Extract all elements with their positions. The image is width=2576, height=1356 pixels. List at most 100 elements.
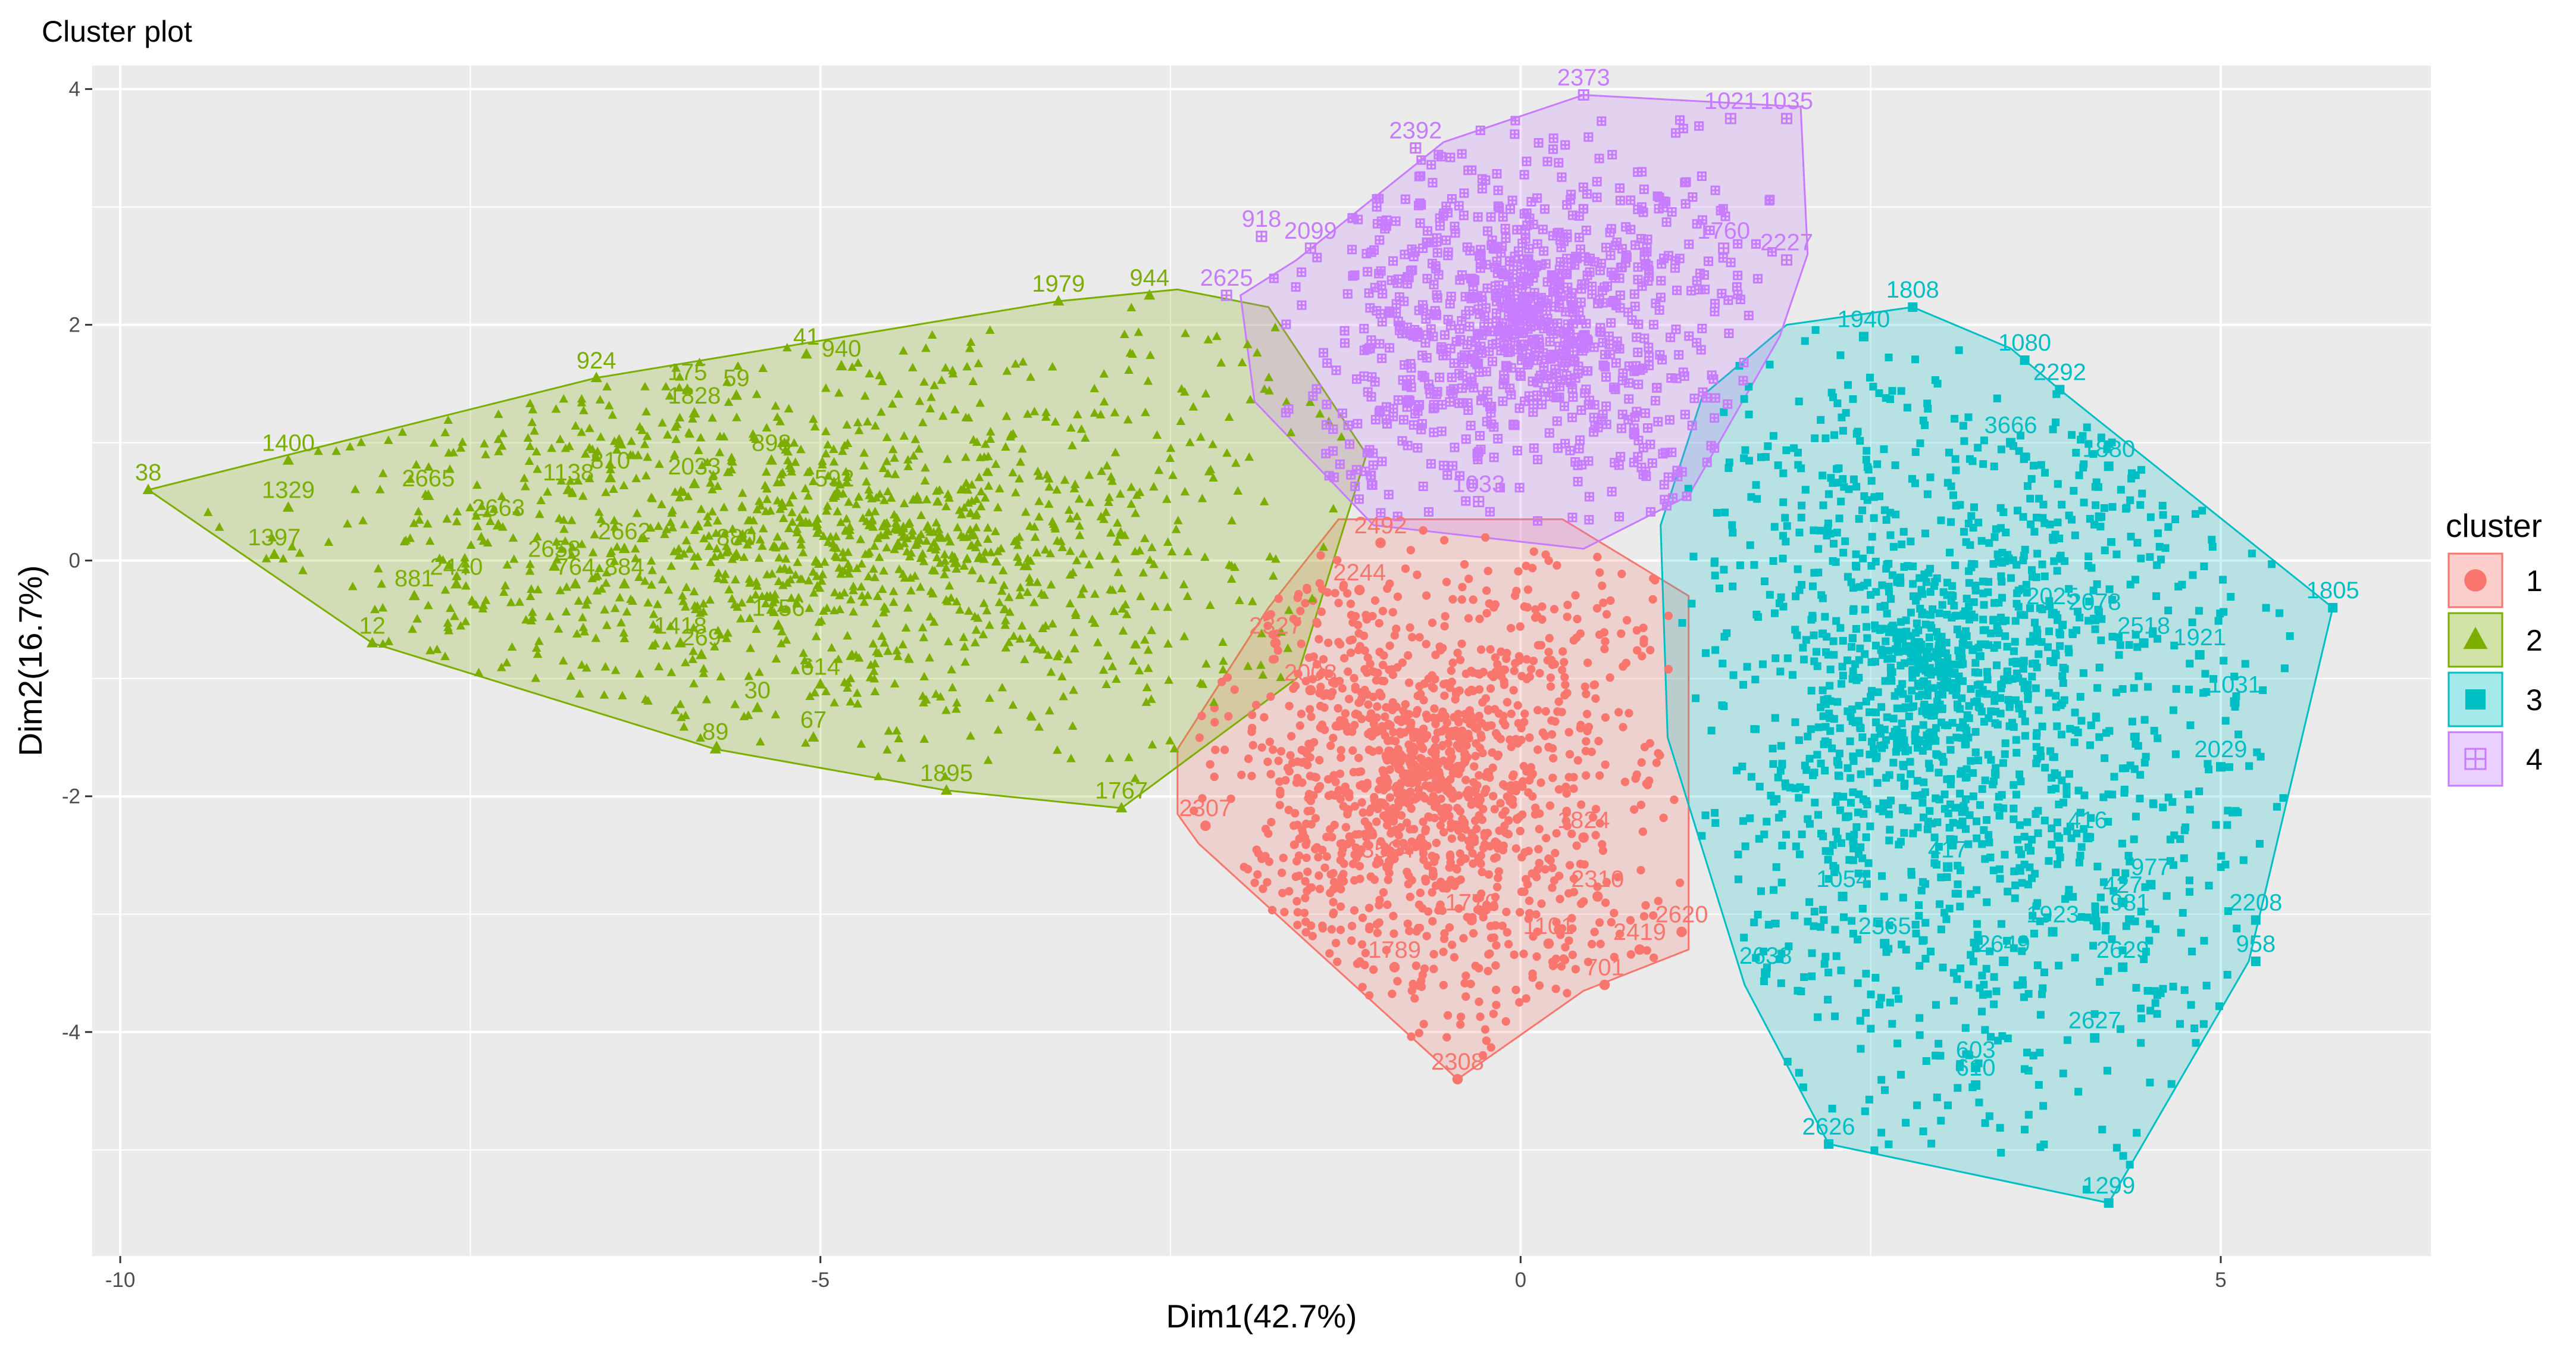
cluster-2-point bbox=[1124, 752, 1134, 761]
cluster-3-point bbox=[1997, 920, 2005, 928]
cluster-3-point bbox=[2003, 668, 2011, 677]
cluster-1-point bbox=[1456, 1013, 1466, 1021]
cluster-2-point bbox=[618, 691, 627, 699]
cluster-3-point bbox=[2199, 1020, 2208, 1028]
cluster-3-point bbox=[1813, 751, 1821, 759]
cluster-2-point bbox=[976, 573, 985, 583]
cluster-1-point bbox=[1320, 703, 1329, 712]
cluster-1-point bbox=[1336, 926, 1345, 935]
cluster-1-point bbox=[1247, 710, 1257, 720]
cluster-1-point bbox=[1557, 708, 1566, 717]
cluster-3-point bbox=[2176, 835, 2184, 843]
cluster-2-point bbox=[680, 520, 690, 529]
cluster-1-point bbox=[1355, 861, 1364, 871]
cluster-2-point bbox=[1248, 596, 1257, 605]
cluster-2-point bbox=[879, 495, 889, 504]
cluster-3-point bbox=[1985, 831, 1993, 839]
cluster-1-point bbox=[1494, 873, 1503, 882]
cluster-1-point bbox=[1428, 870, 1438, 879]
cluster-2-point bbox=[1104, 497, 1113, 506]
cluster-2-point bbox=[796, 540, 806, 549]
cluster-2-point bbox=[525, 566, 535, 575]
cluster-2-point bbox=[609, 484, 618, 493]
cluster-3-point bbox=[1843, 573, 1852, 581]
cluster-3-point bbox=[2126, 761, 2134, 770]
cluster-1-point bbox=[1456, 875, 1465, 884]
cluster-1-point bbox=[1369, 965, 1378, 974]
cluster-2-point bbox=[1181, 328, 1190, 338]
cluster-3-point bbox=[1923, 731, 1931, 739]
cluster-3-point bbox=[1998, 558, 2007, 567]
cluster-1-point bbox=[1518, 777, 1528, 786]
cluster-1-point bbox=[1548, 883, 1557, 892]
cluster-3-point bbox=[1911, 920, 1920, 929]
cluster-1-point bbox=[1568, 951, 1577, 960]
cluster-2-point bbox=[1270, 323, 1280, 332]
cluster-2-point bbox=[874, 771, 883, 780]
cluster-3-point bbox=[1909, 665, 1917, 674]
cluster-3-point bbox=[1964, 980, 1973, 989]
cluster-2-point bbox=[907, 526, 918, 535]
cluster-4-point bbox=[1694, 121, 1704, 131]
cluster-2-point bbox=[919, 734, 929, 743]
cluster-3-point bbox=[1971, 748, 1980, 757]
cluster-2-point bbox=[578, 613, 587, 621]
cluster-2-point bbox=[743, 710, 753, 719]
cluster-1-point bbox=[1493, 732, 1502, 741]
cluster-2-point bbox=[669, 546, 679, 555]
cluster-2-point bbox=[1030, 532, 1040, 541]
cluster-4-point bbox=[1601, 242, 1611, 252]
cluster-1-point bbox=[1519, 949, 1528, 958]
cluster-3-point bbox=[1936, 900, 1944, 908]
cluster-2-point bbox=[521, 615, 531, 624]
cluster-2-point bbox=[627, 436, 636, 445]
cluster-3-point bbox=[1755, 835, 1763, 843]
cluster-3-point bbox=[1926, 588, 1935, 596]
cluster-2-point bbox=[1059, 692, 1068, 701]
cluster-2-point bbox=[452, 517, 462, 526]
cluster-3-point bbox=[1771, 714, 1779, 722]
cluster-2-point bbox=[1243, 661, 1253, 670]
cluster-1-point bbox=[1478, 698, 1487, 707]
cluster-3-point bbox=[1969, 523, 1977, 532]
cluster-2-point bbox=[940, 771, 950, 780]
cluster-1-point bbox=[1292, 896, 1301, 906]
cluster-1-point bbox=[1285, 767, 1294, 776]
cluster-2-point bbox=[966, 731, 975, 740]
cluster-2-point bbox=[679, 549, 689, 558]
cluster-1-point bbox=[1479, 805, 1488, 814]
cluster-3-point bbox=[2011, 696, 2020, 704]
cluster-3-point bbox=[1839, 548, 1848, 557]
cluster-1-point bbox=[1602, 610, 1611, 619]
cluster-2-point bbox=[997, 586, 1007, 595]
cluster-2-point bbox=[925, 404, 935, 413]
cluster-3-point bbox=[1951, 804, 1960, 812]
cluster-1-point bbox=[1315, 689, 1324, 698]
cluster-3-point bbox=[1885, 560, 1893, 568]
cluster-3-point bbox=[1885, 588, 1893, 596]
cluster-2-point bbox=[929, 617, 939, 626]
cluster-2-point bbox=[530, 426, 539, 435]
cluster-3-point bbox=[2219, 576, 2227, 584]
cluster-3-point bbox=[1858, 506, 1867, 514]
cluster-3-point bbox=[1754, 613, 1763, 621]
cluster-2-point bbox=[883, 646, 893, 655]
cluster-3-point bbox=[1692, 694, 1700, 702]
cluster-4-point bbox=[1667, 447, 1677, 457]
cluster-2-point bbox=[747, 525, 756, 535]
cluster-2-point bbox=[1090, 618, 1100, 627]
cluster-2-point bbox=[668, 523, 677, 532]
cluster-3-point bbox=[2217, 852, 2226, 860]
cluster-2-point bbox=[528, 607, 537, 616]
cluster-3-point bbox=[1903, 404, 1911, 412]
cluster-1-point bbox=[1537, 899, 1546, 908]
cluster-3-point bbox=[2190, 1024, 2199, 1033]
cluster-3-point bbox=[2145, 936, 2154, 945]
cluster-3-point bbox=[1916, 439, 1924, 448]
cluster-2-point bbox=[846, 696, 856, 706]
cluster-4-point bbox=[1400, 194, 1410, 204]
cluster-3-point bbox=[1935, 1039, 1943, 1048]
cluster-1-point bbox=[1300, 908, 1309, 917]
cluster-1-point bbox=[1420, 679, 1429, 688]
cluster-1-point bbox=[1419, 1020, 1428, 1029]
